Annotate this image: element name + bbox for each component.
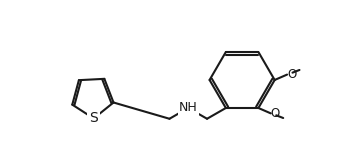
Text: NH: NH [179,101,198,115]
Text: O: O [287,68,296,81]
Text: O: O [271,107,280,120]
Text: S: S [89,111,98,125]
